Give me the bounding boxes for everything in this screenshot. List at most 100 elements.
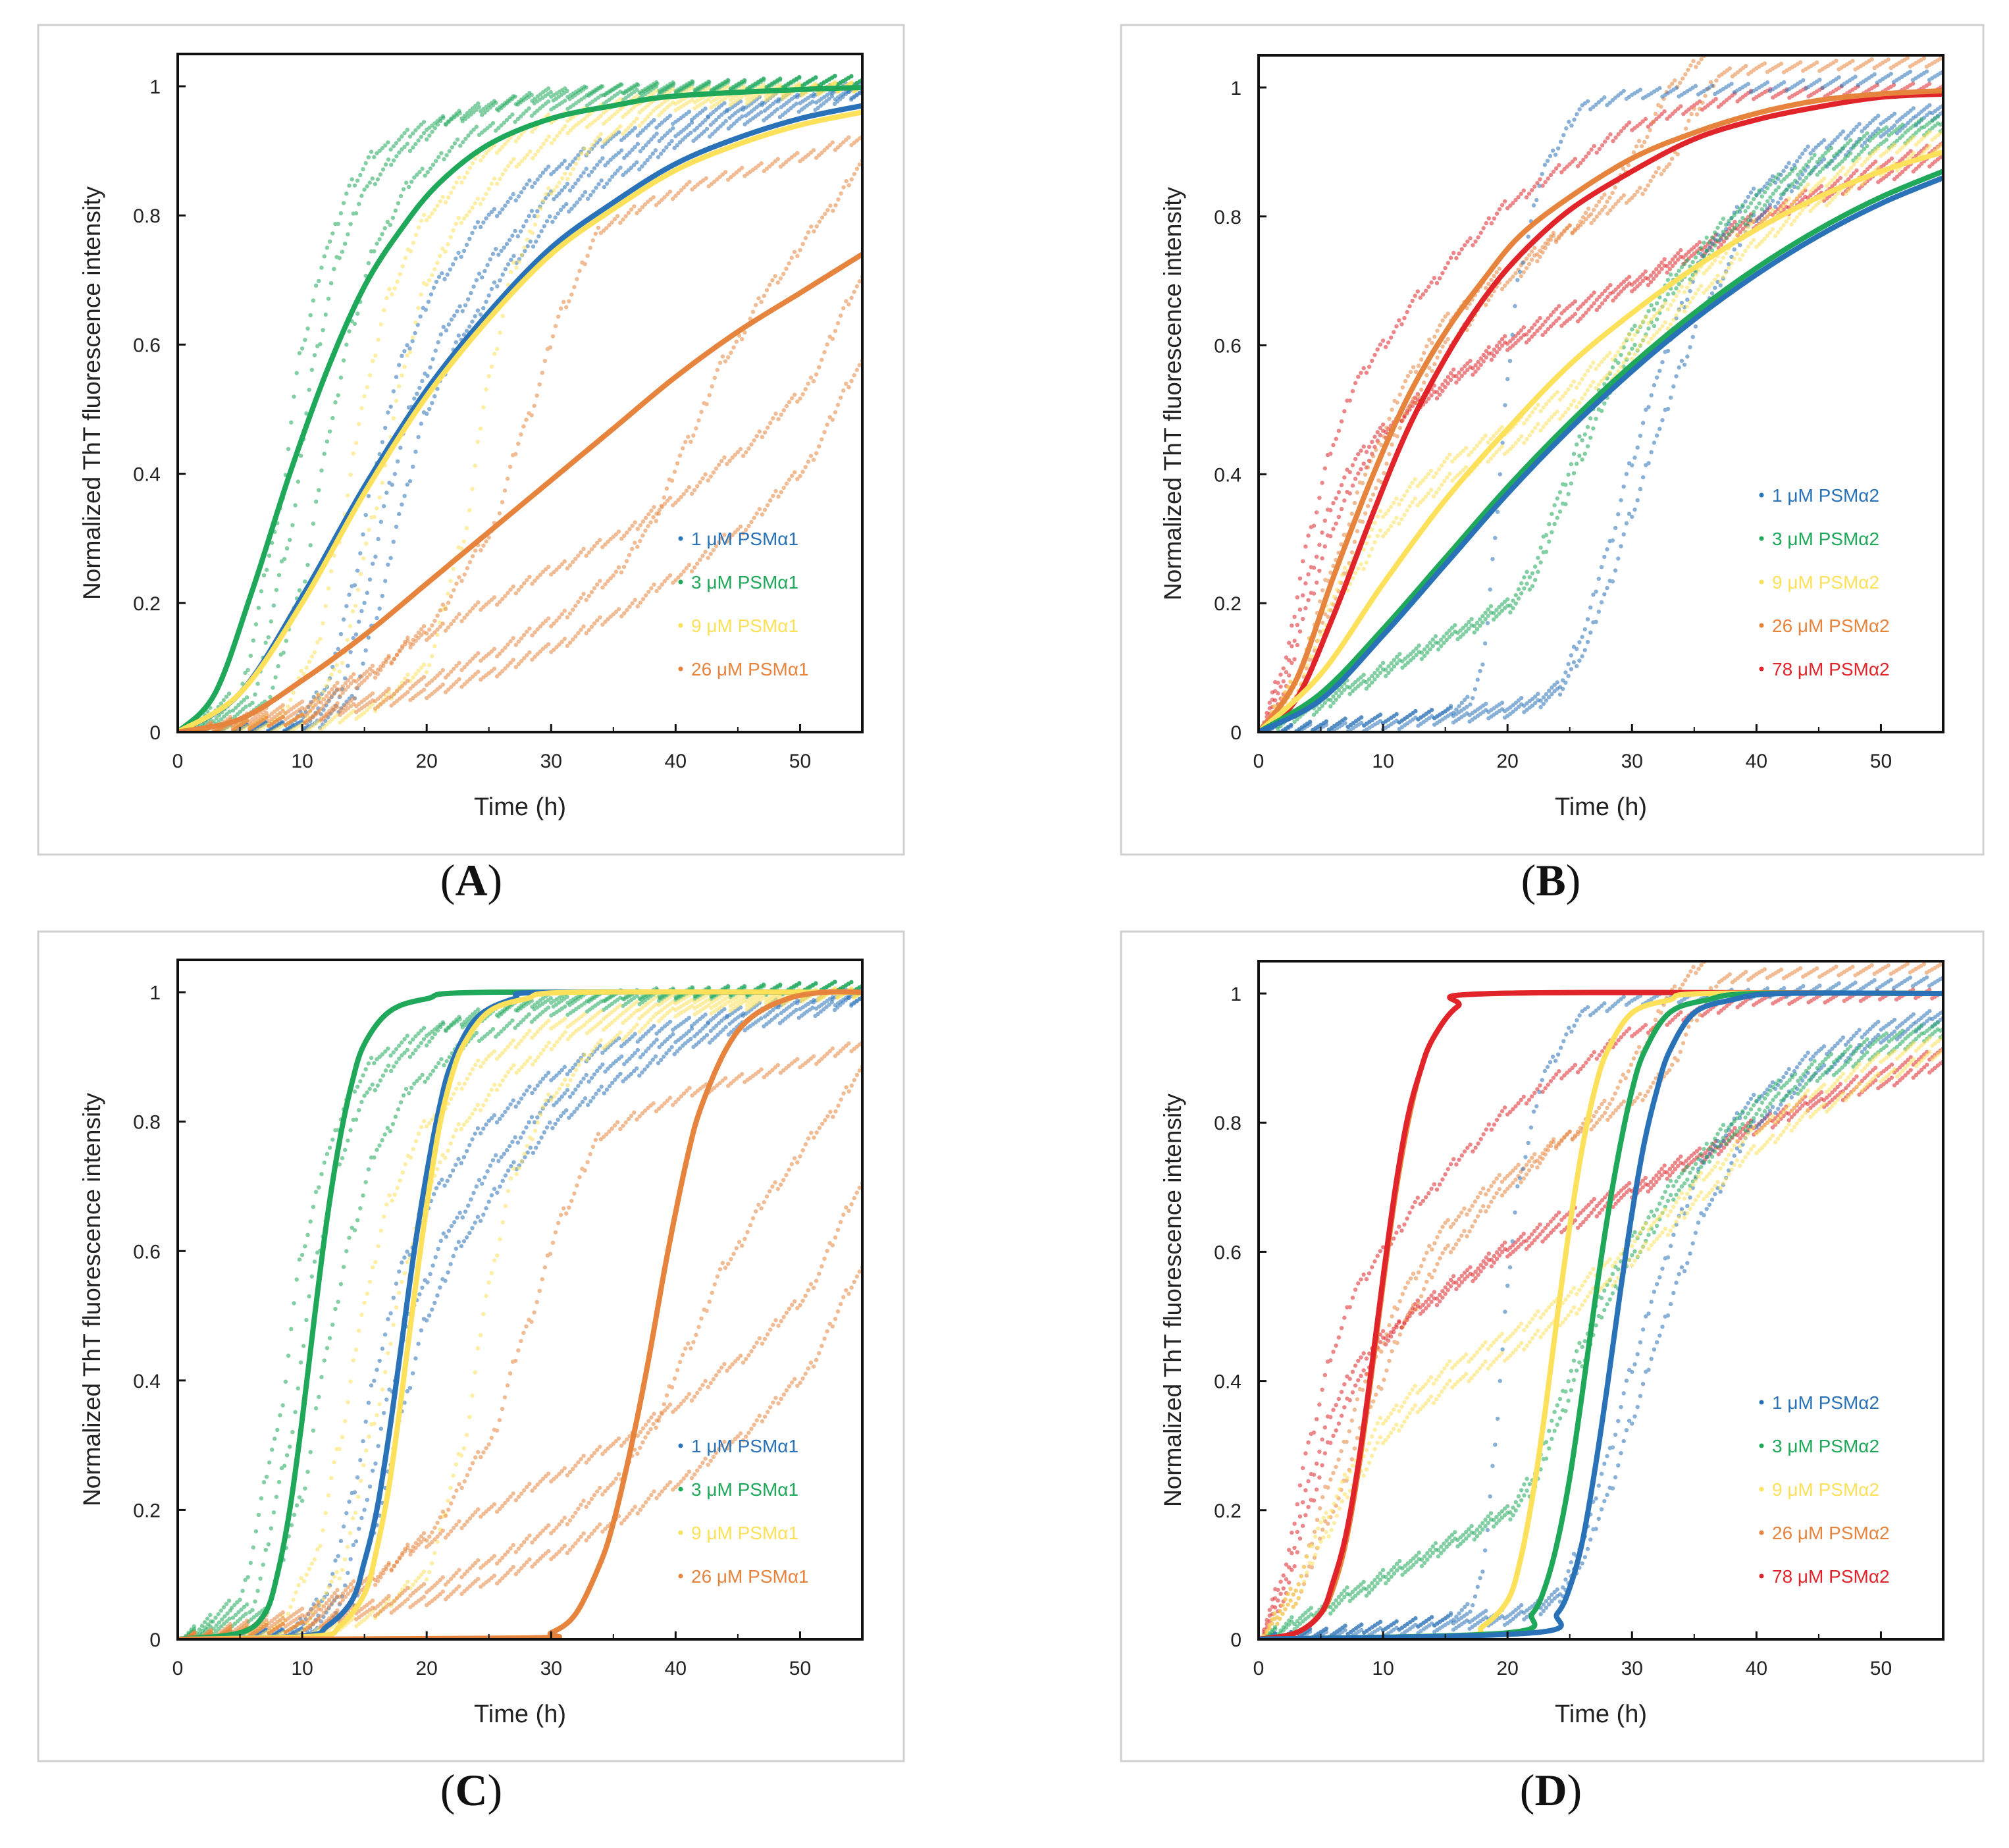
data-point bbox=[682, 492, 686, 496]
data-point bbox=[1817, 78, 1821, 82]
data-point bbox=[1538, 177, 1542, 181]
data-point bbox=[558, 180, 561, 184]
data-point bbox=[588, 193, 592, 197]
data-point bbox=[685, 566, 689, 570]
data-point bbox=[671, 126, 675, 130]
data-point bbox=[645, 158, 649, 162]
data-point bbox=[725, 84, 729, 88]
data-point bbox=[1430, 369, 1434, 373]
data-point bbox=[1268, 700, 1272, 704]
data-point bbox=[1295, 643, 1299, 647]
data-point bbox=[585, 631, 588, 635]
data-point bbox=[557, 616, 561, 620]
data-point bbox=[561, 300, 565, 304]
data-point bbox=[262, 573, 266, 577]
data-point bbox=[442, 325, 446, 329]
data-point bbox=[508, 196, 512, 200]
data-point bbox=[523, 246, 527, 250]
data-point bbox=[422, 688, 426, 692]
data-point bbox=[790, 255, 794, 259]
data-point bbox=[533, 223, 537, 226]
data-point bbox=[1359, 467, 1363, 471]
data-point bbox=[591, 238, 595, 242]
data-point bbox=[388, 223, 392, 227]
data-point bbox=[380, 232, 384, 236]
data-point bbox=[1278, 685, 1282, 689]
data-point bbox=[1576, 223, 1580, 227]
data-point bbox=[365, 385, 369, 389]
data-point bbox=[568, 612, 572, 616]
data-point bbox=[573, 182, 577, 186]
data-point bbox=[373, 182, 377, 186]
data-point bbox=[351, 609, 355, 613]
data-point bbox=[633, 126, 637, 130]
data-point bbox=[671, 100, 675, 104]
data-point bbox=[1746, 82, 1750, 86]
data-point bbox=[779, 413, 783, 417]
data-point bbox=[444, 153, 448, 157]
data-point bbox=[402, 349, 406, 353]
data-point bbox=[849, 379, 853, 383]
data-point bbox=[1641, 421, 1645, 425]
data-point bbox=[1426, 284, 1430, 288]
data-point bbox=[432, 267, 436, 271]
data-point bbox=[313, 650, 317, 654]
data-point bbox=[444, 607, 448, 611]
data-point bbox=[1348, 398, 1352, 402]
data-point bbox=[646, 524, 650, 528]
data-point bbox=[519, 433, 523, 436]
data-point bbox=[673, 469, 677, 473]
data-point bbox=[1406, 374, 1410, 378]
data-point bbox=[436, 340, 440, 344]
data-point bbox=[527, 627, 531, 631]
data-point bbox=[367, 494, 371, 498]
data-point bbox=[817, 365, 821, 369]
data-point bbox=[1652, 174, 1656, 178]
data-point bbox=[408, 645, 412, 649]
data-point bbox=[1651, 120, 1655, 124]
data-point bbox=[1578, 219, 1582, 223]
data-point bbox=[494, 247, 498, 251]
data-point bbox=[255, 681, 259, 685]
data-point bbox=[1382, 471, 1386, 475]
data-point bbox=[414, 233, 418, 237]
data-point bbox=[365, 184, 369, 188]
data-point bbox=[359, 406, 363, 410]
data-point bbox=[476, 440, 480, 444]
data-point bbox=[1822, 138, 1826, 142]
data-point bbox=[1654, 170, 1658, 174]
data-point bbox=[790, 474, 794, 478]
data-point bbox=[749, 520, 753, 524]
data-point bbox=[273, 675, 277, 679]
data-point bbox=[635, 117, 639, 120]
data-point bbox=[709, 475, 713, 479]
data-point bbox=[441, 195, 445, 199]
data-point bbox=[409, 249, 413, 253]
data-point bbox=[517, 136, 521, 140]
data-point bbox=[721, 354, 725, 358]
data-point bbox=[245, 695, 249, 699]
data-point bbox=[410, 339, 414, 343]
data-point bbox=[544, 138, 548, 142]
data-point bbox=[432, 286, 436, 290]
data-point bbox=[361, 167, 365, 171]
data-point bbox=[547, 134, 551, 138]
data-point bbox=[517, 588, 521, 592]
data-point bbox=[608, 178, 612, 182]
data-point bbox=[538, 383, 542, 386]
data-point bbox=[556, 211, 560, 215]
data-point bbox=[584, 86, 588, 90]
data-point bbox=[390, 292, 394, 296]
x-tick-label: 10 bbox=[291, 751, 313, 772]
data-point bbox=[376, 668, 380, 672]
data-point bbox=[422, 131, 426, 135]
data-point bbox=[630, 601, 634, 605]
data-point bbox=[1666, 349, 1670, 353]
data-point bbox=[560, 176, 564, 180]
data-point bbox=[540, 371, 544, 375]
data-point bbox=[495, 214, 499, 218]
legend-label: 1 μM PSMα1 bbox=[691, 529, 798, 549]
data-point bbox=[519, 229, 523, 233]
data-point bbox=[1636, 446, 1640, 450]
data-point bbox=[419, 315, 423, 319]
